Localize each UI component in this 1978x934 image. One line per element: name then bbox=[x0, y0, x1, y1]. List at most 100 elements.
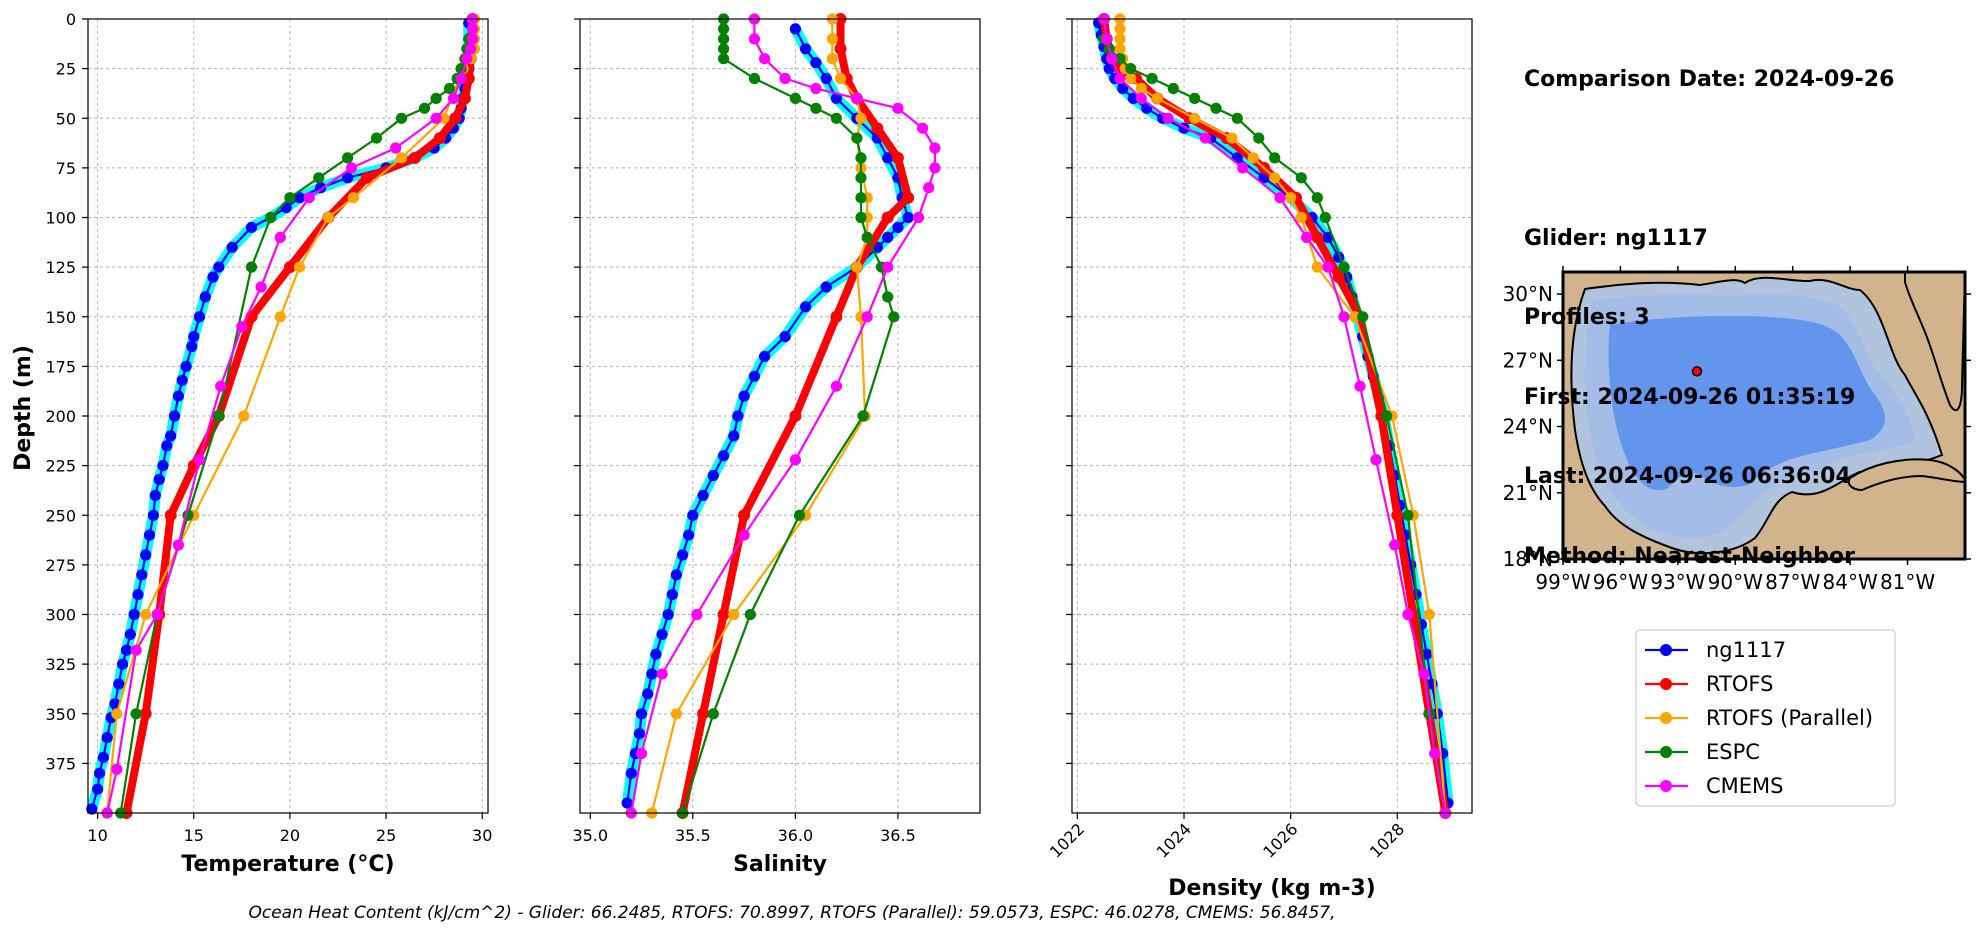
data-point bbox=[176, 374, 188, 386]
map-lat-label: 24°N bbox=[1503, 415, 1553, 439]
data-point bbox=[313, 172, 325, 184]
data-point bbox=[826, 53, 838, 65]
data-point bbox=[207, 271, 219, 283]
map-lon-label: 84°W bbox=[1823, 570, 1878, 594]
data-point bbox=[855, 192, 867, 204]
data-point bbox=[1389, 539, 1401, 551]
legend-label: RTOFS bbox=[1706, 672, 1773, 696]
data-point bbox=[881, 211, 894, 224]
data-point bbox=[347, 192, 359, 204]
data-point bbox=[718, 450, 730, 462]
y-tick-label: 275 bbox=[45, 556, 76, 575]
y-tick-label: 200 bbox=[45, 407, 76, 426]
data-point bbox=[117, 658, 129, 670]
map-florida bbox=[1904, 272, 1965, 412]
data-point bbox=[1167, 82, 1179, 95]
data-point bbox=[691, 608, 703, 621]
map-lat-label: 30°N bbox=[1503, 282, 1553, 306]
data-point bbox=[1285, 192, 1297, 204]
y-tick-label: 175 bbox=[45, 357, 76, 376]
data-point bbox=[834, 42, 847, 55]
data-point bbox=[1429, 747, 1441, 760]
data-point bbox=[882, 291, 894, 303]
profile-count: Profiles: 3 bbox=[1524, 305, 1650, 330]
data-point bbox=[255, 281, 267, 293]
x-tick-label: 10 bbox=[87, 826, 107, 845]
data-point bbox=[707, 469, 719, 482]
legend-item-ng1117: ng1117 bbox=[1645, 638, 1786, 662]
legend-swatch-marker bbox=[1660, 746, 1672, 758]
data-point bbox=[1210, 102, 1222, 114]
x-tick-label: 1022 bbox=[1046, 819, 1088, 861]
data-point bbox=[1357, 311, 1369, 323]
data-point bbox=[656, 628, 668, 641]
data-point bbox=[718, 23, 730, 35]
data-point bbox=[109, 698, 121, 710]
salinity-axis-label: Salinity bbox=[733, 852, 827, 877]
data-point bbox=[861, 311, 873, 323]
data-point bbox=[748, 72, 761, 85]
data-point bbox=[738, 509, 751, 522]
data-point bbox=[1338, 261, 1350, 273]
data-point bbox=[113, 678, 125, 690]
data-point bbox=[1338, 311, 1350, 323]
data-point bbox=[1226, 132, 1238, 144]
data-point bbox=[1114, 53, 1126, 65]
data-point bbox=[274, 311, 286, 323]
data-point bbox=[139, 707, 152, 720]
grid bbox=[580, 18, 980, 813]
data-point bbox=[1311, 261, 1323, 273]
data-point bbox=[430, 92, 442, 104]
y-tick-label: 0 bbox=[66, 10, 76, 29]
data-point bbox=[130, 644, 142, 656]
data-point bbox=[892, 102, 904, 114]
data-point bbox=[646, 668, 658, 680]
data-point bbox=[360, 171, 373, 184]
data-point bbox=[1322, 261, 1334, 273]
data-point bbox=[830, 380, 843, 392]
data-point bbox=[718, 53, 730, 65]
data-point bbox=[810, 82, 822, 95]
data-point bbox=[345, 162, 358, 174]
data-point bbox=[193, 311, 206, 323]
data-point bbox=[1423, 608, 1435, 621]
series-rtofs bbox=[676, 13, 915, 819]
legend-item-espc: ESPC bbox=[1645, 740, 1760, 764]
data-point bbox=[274, 231, 286, 243]
series-espc bbox=[1098, 33, 1451, 819]
map-lon-label: 93°W bbox=[1650, 570, 1705, 594]
data-point bbox=[1381, 410, 1393, 422]
data-point bbox=[633, 728, 646, 740]
data-point bbox=[132, 589, 144, 601]
data-point bbox=[830, 112, 843, 124]
x-tick-label: 36.5 bbox=[880, 826, 916, 845]
data-point bbox=[449, 112, 462, 125]
data-point bbox=[147, 509, 159, 521]
density-axis-label: Density (kg m-3) bbox=[1168, 876, 1376, 901]
y-tick-label: 225 bbox=[45, 457, 76, 476]
y-tick-label: 300 bbox=[45, 606, 76, 625]
data-point bbox=[1301, 231, 1313, 243]
data-point bbox=[283, 261, 296, 274]
data-point bbox=[912, 211, 925, 224]
data-point bbox=[1274, 192, 1286, 204]
data-point bbox=[738, 390, 750, 402]
series-cmems bbox=[625, 13, 941, 819]
data-point bbox=[929, 142, 941, 154]
data-point bbox=[625, 767, 637, 779]
data-point bbox=[882, 152, 894, 164]
location-map: 99°W 96°W 93°W 90°W 87°W 84°W 81°W 30°N 27°N 24°N… bbox=[1503, 266, 1971, 594]
data-point bbox=[789, 92, 802, 104]
first-time: First: 2024-09-26 01:35:19 bbox=[1524, 384, 1856, 410]
data-point bbox=[826, 33, 838, 45]
data-point bbox=[670, 569, 683, 581]
data-point bbox=[245, 221, 258, 233]
data-point bbox=[917, 122, 929, 134]
data-point bbox=[322, 211, 334, 224]
legend-item-rtofs: RTOFS bbox=[1645, 672, 1773, 696]
data-point bbox=[1253, 132, 1265, 144]
data-point bbox=[1349, 311, 1361, 323]
x-tick-label: 1028 bbox=[1366, 819, 1408, 861]
data-point bbox=[1117, 82, 1129, 95]
